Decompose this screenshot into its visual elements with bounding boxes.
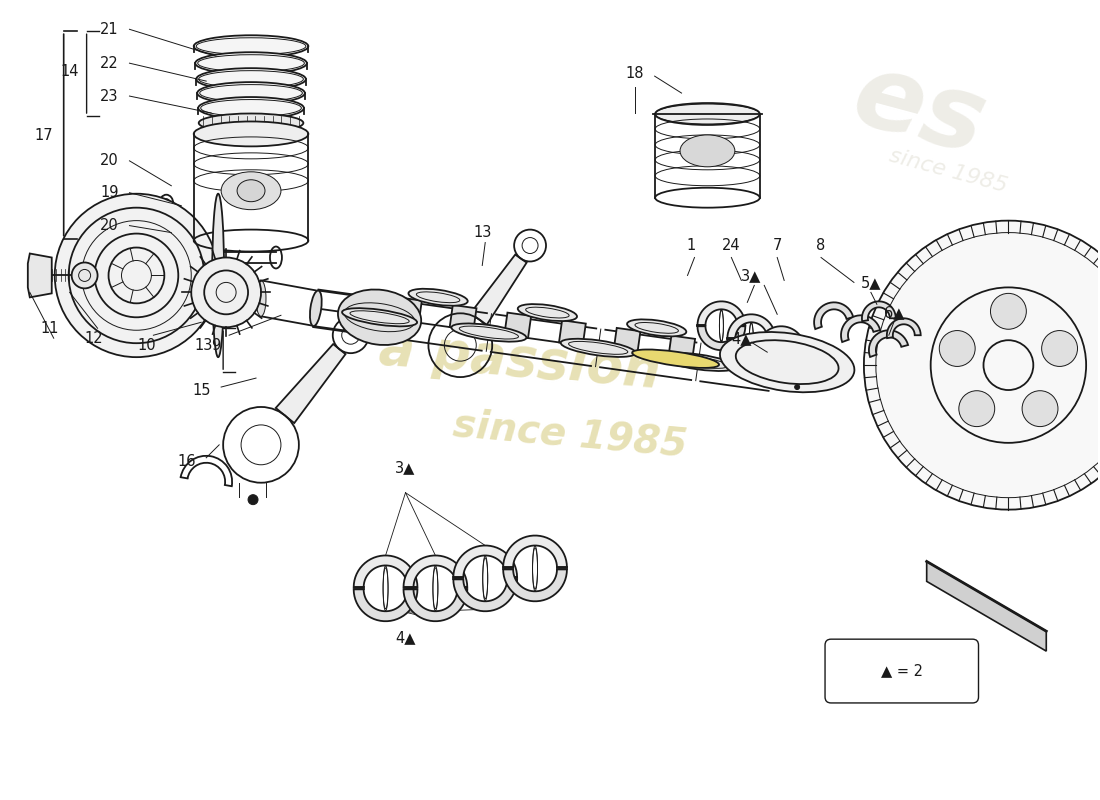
Circle shape xyxy=(249,494,258,505)
Ellipse shape xyxy=(194,122,308,146)
Text: 12: 12 xyxy=(85,330,103,346)
Text: 24: 24 xyxy=(722,238,740,253)
Text: a passion: a passion xyxy=(377,322,663,398)
Ellipse shape xyxy=(194,35,308,57)
Polygon shape xyxy=(28,254,52,298)
Text: 4▲: 4▲ xyxy=(395,630,416,645)
Polygon shape xyxy=(697,326,746,350)
Ellipse shape xyxy=(256,281,266,316)
Text: 21: 21 xyxy=(100,22,119,37)
Ellipse shape xyxy=(451,323,527,342)
Polygon shape xyxy=(780,363,828,387)
Text: 18: 18 xyxy=(626,66,644,81)
Polygon shape xyxy=(559,320,586,346)
Text: ▲ = 2: ▲ = 2 xyxy=(881,663,923,678)
Ellipse shape xyxy=(561,338,636,357)
Polygon shape xyxy=(697,302,746,326)
Polygon shape xyxy=(757,351,805,375)
Ellipse shape xyxy=(656,103,760,125)
Polygon shape xyxy=(471,254,527,325)
Polygon shape xyxy=(505,313,531,338)
Polygon shape xyxy=(354,590,418,621)
Text: 20: 20 xyxy=(100,218,119,233)
Ellipse shape xyxy=(199,114,304,133)
Ellipse shape xyxy=(198,97,304,119)
Circle shape xyxy=(990,294,1026,330)
Text: 23: 23 xyxy=(100,89,119,103)
FancyBboxPatch shape xyxy=(825,639,979,703)
Polygon shape xyxy=(614,328,640,354)
Polygon shape xyxy=(395,298,421,322)
Polygon shape xyxy=(669,335,695,361)
Text: 3▲: 3▲ xyxy=(395,460,416,475)
Ellipse shape xyxy=(310,290,321,326)
Text: 3▲: 3▲ xyxy=(741,268,761,283)
Ellipse shape xyxy=(408,289,468,306)
Text: 1: 1 xyxy=(686,238,696,253)
Polygon shape xyxy=(869,330,909,357)
Circle shape xyxy=(191,258,261,327)
Polygon shape xyxy=(276,344,345,423)
Text: 7: 7 xyxy=(772,238,782,253)
Ellipse shape xyxy=(794,385,800,390)
Polygon shape xyxy=(503,570,566,602)
Circle shape xyxy=(959,390,994,426)
Ellipse shape xyxy=(195,52,307,74)
Text: 4▲: 4▲ xyxy=(732,330,751,346)
Polygon shape xyxy=(404,590,468,621)
Text: 13: 13 xyxy=(473,225,492,240)
Ellipse shape xyxy=(196,68,306,90)
Text: 6▲: 6▲ xyxy=(883,305,904,320)
Ellipse shape xyxy=(338,290,421,345)
Ellipse shape xyxy=(632,350,719,368)
Polygon shape xyxy=(780,338,828,362)
Text: 9: 9 xyxy=(211,338,221,353)
Polygon shape xyxy=(354,555,418,587)
Polygon shape xyxy=(862,302,895,322)
Ellipse shape xyxy=(212,194,224,357)
Ellipse shape xyxy=(719,332,855,392)
Text: since 1985: since 1985 xyxy=(451,406,689,464)
Polygon shape xyxy=(926,562,1046,651)
Circle shape xyxy=(864,221,1100,510)
Polygon shape xyxy=(503,535,566,567)
Text: 17: 17 xyxy=(34,129,53,143)
Ellipse shape xyxy=(661,353,736,371)
Text: 22: 22 xyxy=(100,56,119,70)
Circle shape xyxy=(72,262,98,288)
Ellipse shape xyxy=(680,135,735,167)
Text: since 1985: since 1985 xyxy=(888,146,1010,196)
Polygon shape xyxy=(887,318,921,338)
Polygon shape xyxy=(404,555,468,587)
Text: 16: 16 xyxy=(177,454,196,470)
Ellipse shape xyxy=(221,172,280,210)
Text: 5▲: 5▲ xyxy=(860,275,881,290)
Text: es: es xyxy=(842,45,996,177)
Polygon shape xyxy=(814,302,854,329)
Polygon shape xyxy=(757,326,805,350)
Polygon shape xyxy=(450,305,476,330)
Ellipse shape xyxy=(627,319,686,336)
Polygon shape xyxy=(842,315,880,342)
Polygon shape xyxy=(727,314,776,338)
Text: 14: 14 xyxy=(60,64,79,78)
Ellipse shape xyxy=(238,180,265,202)
Polygon shape xyxy=(727,339,776,363)
Circle shape xyxy=(1042,330,1078,366)
Text: 19: 19 xyxy=(100,186,119,200)
Text: 8: 8 xyxy=(816,238,826,253)
Text: 10: 10 xyxy=(138,338,156,353)
Text: 15: 15 xyxy=(192,382,210,398)
Polygon shape xyxy=(453,579,517,611)
Text: 11: 11 xyxy=(41,321,59,336)
Ellipse shape xyxy=(518,304,578,321)
Polygon shape xyxy=(453,546,517,578)
Circle shape xyxy=(55,194,218,357)
Ellipse shape xyxy=(342,308,417,326)
Ellipse shape xyxy=(197,82,305,104)
Circle shape xyxy=(1022,390,1058,426)
Text: 20: 20 xyxy=(100,154,119,168)
Text: 13: 13 xyxy=(194,338,212,353)
Circle shape xyxy=(939,330,976,366)
